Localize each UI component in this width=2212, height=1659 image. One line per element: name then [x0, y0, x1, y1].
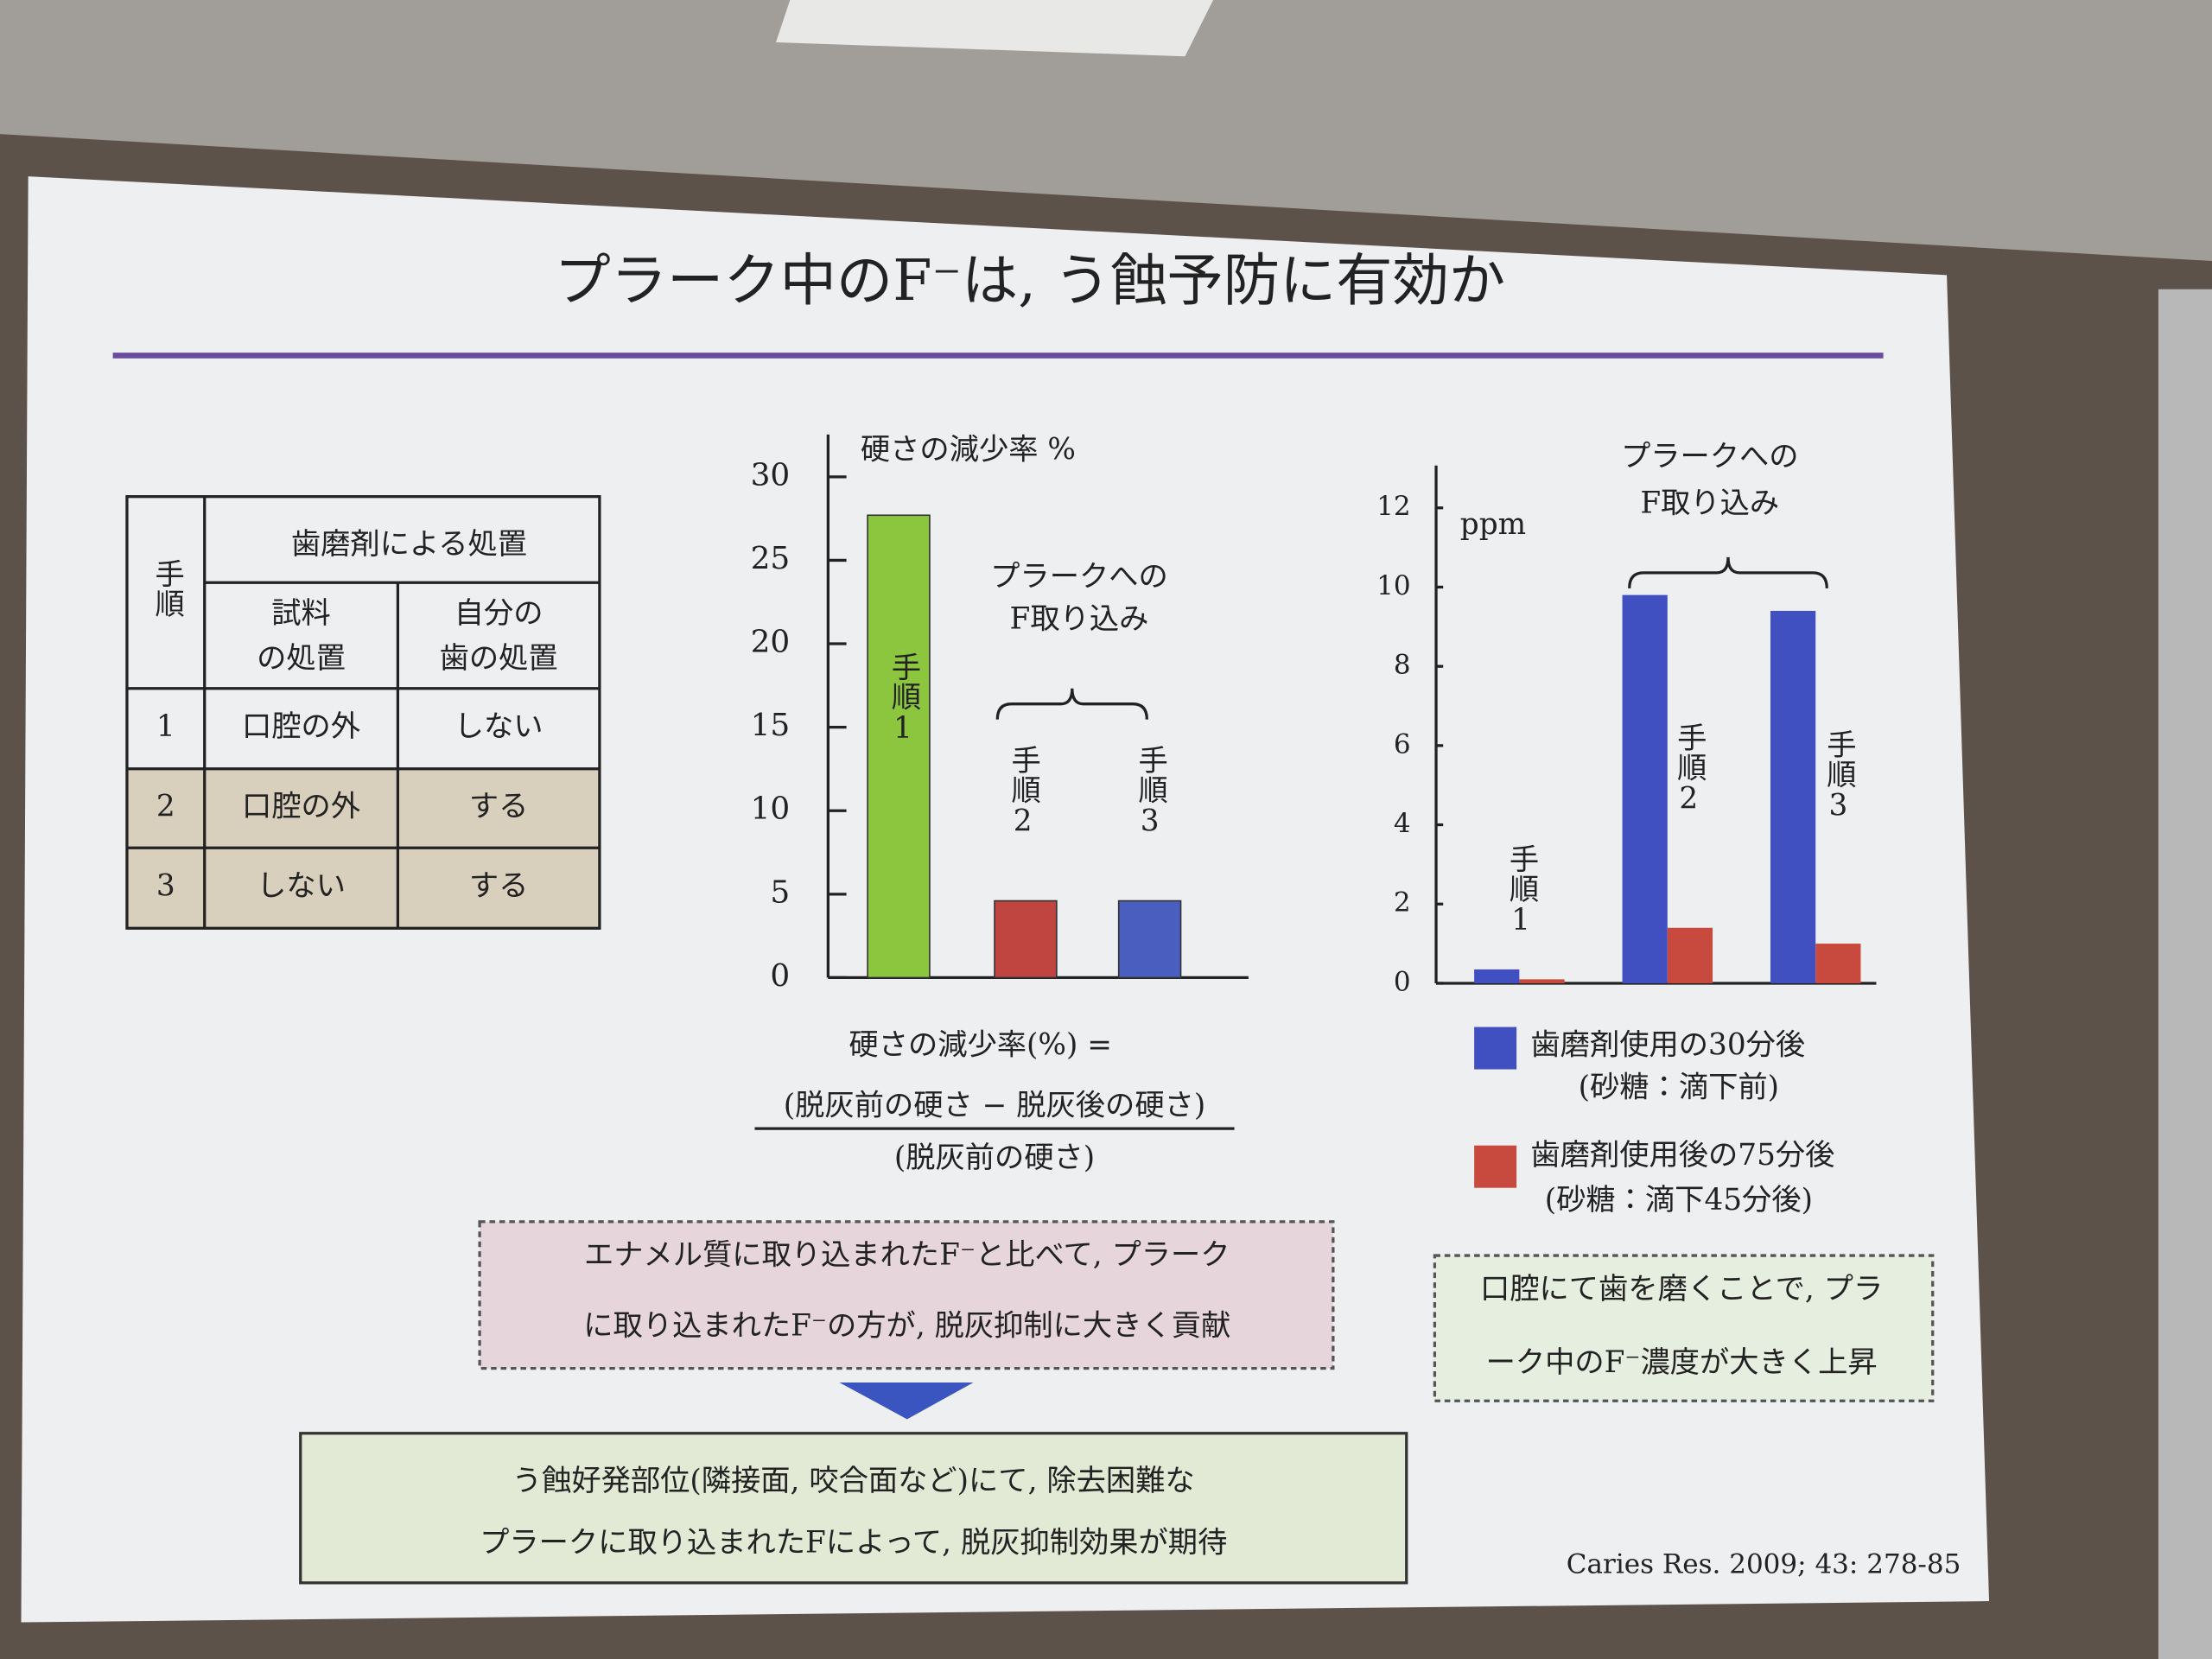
- category-label: 手順2: [1006, 745, 1041, 839]
- table-header: 歯磨剤による処置: [291, 527, 527, 562]
- note-text: エナメル質に取り込まれたF⁻と比べて, プラーク: [584, 1238, 1230, 1273]
- y-tick-label: 15: [751, 708, 791, 743]
- table-cell: する: [469, 790, 529, 824]
- y-tick-label: 5: [770, 874, 790, 910]
- annotation: プラークへの: [990, 559, 1168, 594]
- bar: [1117, 899, 1182, 979]
- category-label: 手順1: [1503, 843, 1539, 938]
- note-text: ーク中のF⁻濃度が大きく上昇: [1486, 1345, 1878, 1380]
- conclusion-text: プラークに取り込まれたFによって, 脱灰抑制効果が期待: [480, 1526, 1227, 1560]
- y-tick-label: 12: [1376, 491, 1410, 522]
- y-tick-label: 10: [751, 791, 791, 827]
- formula-denominator: (脱灰前の硬さ): [894, 1141, 1095, 1175]
- table-cell: する: [469, 869, 529, 904]
- table-header: 歯の処置: [440, 641, 558, 676]
- category-label: 手順3: [1821, 729, 1856, 823]
- y-tick-label: 2: [1394, 887, 1411, 918]
- formula-left: 硬さの減少率(%) =: [849, 1027, 1111, 1062]
- note-text: 口腔にて歯を磨くことで, プラ: [1480, 1272, 1883, 1306]
- annotation: プラークへの: [1621, 440, 1799, 474]
- y-tick-label: 20: [751, 625, 791, 660]
- conclusion-box: [299, 1432, 1408, 1585]
- y-tick-label: 10: [1376, 570, 1410, 601]
- table-row-shade: [204, 848, 600, 929]
- citation: Caries Res. 2009; 43: 278-85: [1567, 1549, 1961, 1580]
- y-tick-label: 30: [751, 457, 791, 493]
- ceiling-light: [775, 0, 1214, 57]
- legend-note: (砂糖：滴下前): [1579, 1070, 1779, 1104]
- category-label: 手順3: [1133, 745, 1168, 839]
- conclusion-text: う蝕好発部位(隣接面, 咬合面など)にて, 除去困難な: [512, 1464, 1195, 1498]
- table-cell: 3: [156, 869, 175, 904]
- table-cell: 1: [156, 709, 175, 744]
- bar: [1815, 944, 1861, 983]
- category-label: 手順2: [1671, 722, 1707, 817]
- category-label: 手順1: [886, 652, 921, 746]
- bar: [1519, 979, 1565, 983]
- table-cell: しない: [257, 869, 346, 904]
- y-tick-label: 6: [1394, 728, 1411, 760]
- brace: [1628, 556, 1828, 588]
- table-cell: 口腔の外: [242, 709, 360, 744]
- slide-title: プラーク中のF⁻は, う蝕予防に有効か: [554, 248, 1505, 314]
- y-tick-label: 4: [1394, 808, 1411, 839]
- table-header: 試料: [271, 596, 331, 631]
- table-header: 自分の: [454, 596, 543, 631]
- window-blind: [2158, 289, 2212, 1659]
- y-tick-label: 25: [751, 541, 791, 576]
- bar: [1770, 610, 1816, 983]
- table-frame: [125, 495, 601, 930]
- bar: [1667, 927, 1713, 983]
- table-row-shade: [204, 768, 600, 849]
- y-axis-label: 硬さの減少率 %: [861, 432, 1076, 467]
- y-tick-label: 0: [770, 958, 790, 994]
- legend-label: 歯磨剤使用の30分後: [1530, 1027, 1805, 1062]
- bar: [994, 899, 1058, 979]
- table-cell: 2: [156, 790, 175, 824]
- bar: [867, 514, 931, 979]
- note-box: [1433, 1254, 1935, 1402]
- legend-swatch: [1474, 1027, 1517, 1070]
- table-cell: 口腔の外: [242, 790, 360, 824]
- ceiling: [0, 0, 2212, 262]
- legend-note: (砂糖：滴下45分後): [1545, 1183, 1813, 1217]
- note-box: [478, 1220, 1335, 1370]
- annotation: F取り込み: [1010, 601, 1149, 636]
- y-tick-label: 8: [1394, 650, 1411, 681]
- annotation: F取り込み: [1640, 486, 1779, 520]
- table-header: の処置: [257, 641, 346, 676]
- brace: [995, 688, 1148, 720]
- y-tick-label: 0: [1394, 966, 1411, 997]
- table-header: 手順: [149, 559, 185, 619]
- note-text: に取り込まれたF⁻の方が, 脱灰抑制に大きく貢献: [583, 1308, 1230, 1343]
- formula-numerator: (脱灰前の硬さ − 脱灰後の硬さ): [784, 1089, 1205, 1123]
- bar: [1474, 969, 1520, 983]
- y-axis-label: ppm: [1460, 507, 1526, 542]
- legend-label: 歯磨剤使用後の75分後: [1530, 1138, 1834, 1173]
- arrow: [839, 1382, 974, 1420]
- table-cell: しない: [454, 709, 543, 744]
- legend-swatch: [1474, 1145, 1517, 1188]
- bar: [1622, 594, 1668, 983]
